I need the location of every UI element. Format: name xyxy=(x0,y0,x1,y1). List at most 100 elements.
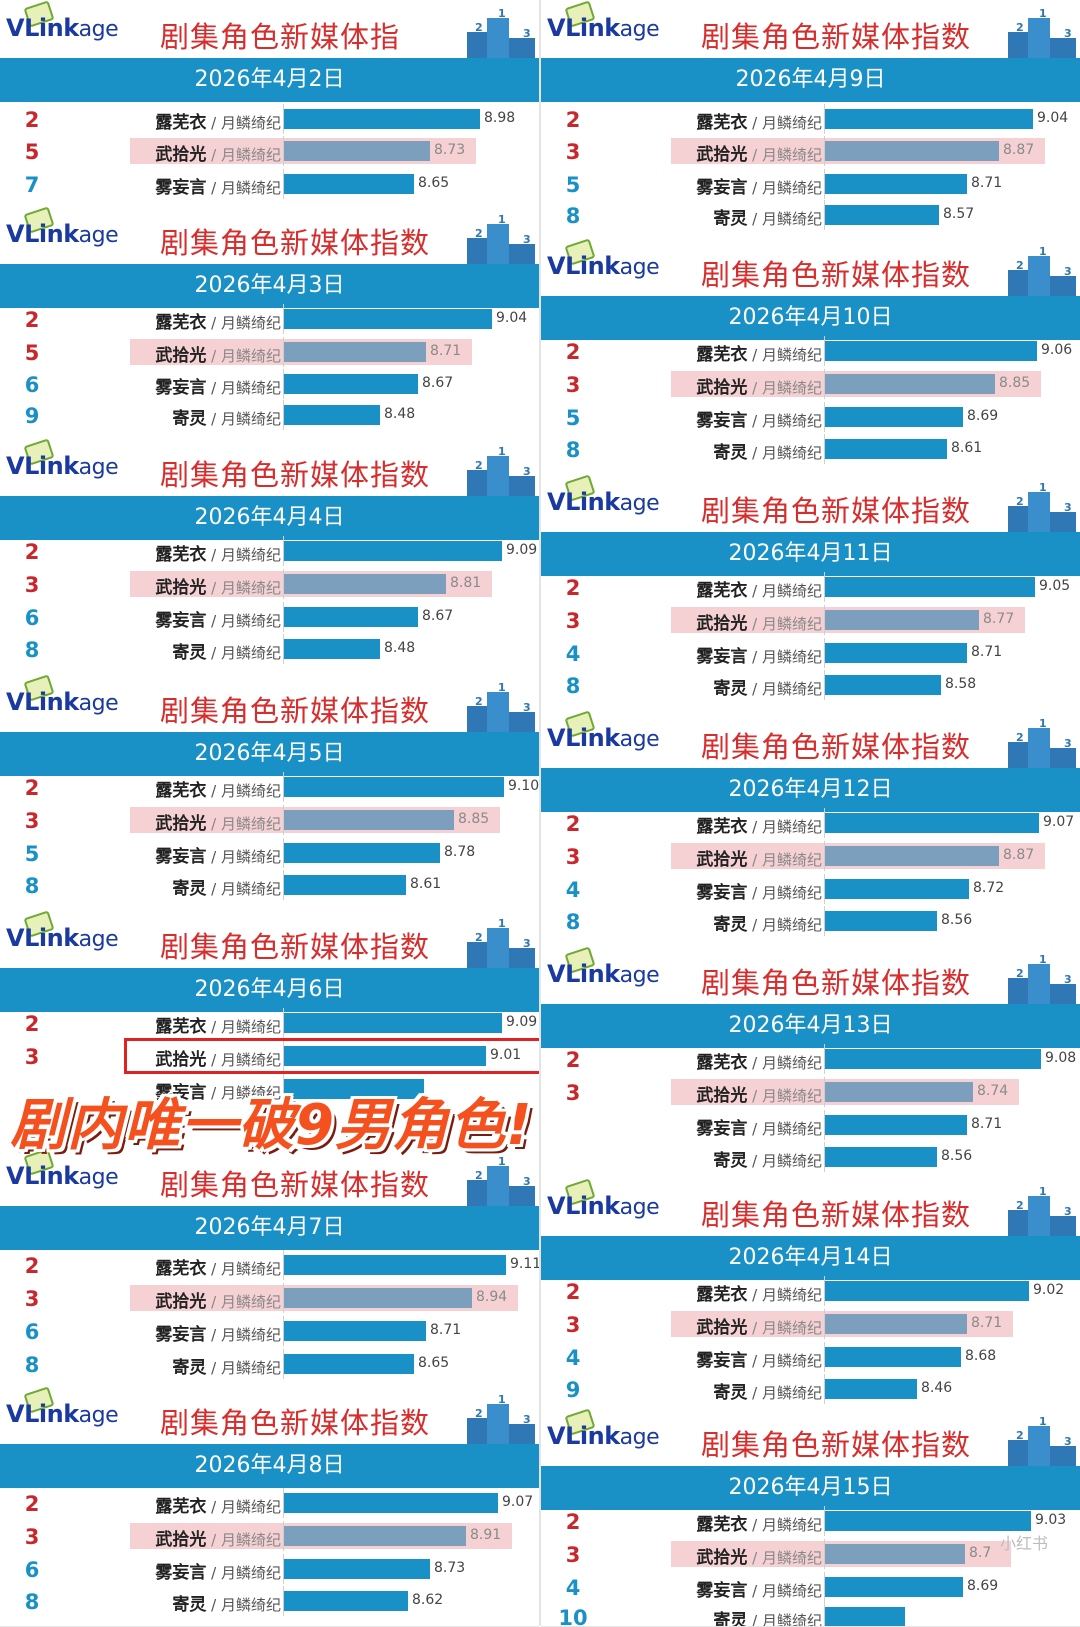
bar xyxy=(825,643,967,663)
podium-digit: 3 xyxy=(523,1413,531,1426)
rank-number: 2 xyxy=(565,576,581,600)
character-label: 露芜衣 / 月鳞绮纪 xyxy=(155,1254,281,1279)
drama-name: / 月鳞绮纪 xyxy=(206,782,281,800)
axis-line xyxy=(283,1521,284,1551)
axis-line xyxy=(824,200,825,230)
vlinkage-logo: VLinkage xyxy=(6,1400,119,1428)
drama-name: / 月鳞绮纪 xyxy=(747,114,822,132)
podium-digit: 3 xyxy=(1064,973,1072,986)
logo-text-part: ink xyxy=(38,452,79,480)
bar-value-label: 9.10 xyxy=(508,778,539,794)
podium-icon: 2 1 3 xyxy=(1008,244,1076,296)
drama-name: / 月鳞绮纪 xyxy=(747,1120,822,1138)
chart-row: 6 雾妄言 / 月鳞绮纪 8.67 xyxy=(0,602,539,632)
podium-digit: 3 xyxy=(523,1175,531,1188)
bar-value-label: 8.74 xyxy=(977,1083,1009,1099)
bar-value-label: 8.67 xyxy=(422,608,454,624)
podium-digit: 3 xyxy=(523,27,531,40)
panel-header: VLinkage 剧集角色新媒体指数 2 1 3 xyxy=(541,1408,1080,1466)
podium-digit: 1 xyxy=(498,1155,506,1168)
logo-text-part: ink xyxy=(38,688,79,716)
axis-line xyxy=(824,336,825,366)
bar xyxy=(825,374,995,394)
rank-number: 2 xyxy=(565,108,581,132)
rank-number: 2 xyxy=(24,1254,40,1278)
logo-text-part: ink xyxy=(579,960,620,988)
logo-text-part: age xyxy=(78,455,119,480)
logo-text-part: VL xyxy=(547,724,580,752)
character-label: 露芜衣 / 月鳞绮纪 xyxy=(696,1048,822,1073)
character-name: 寄灵 xyxy=(172,1595,207,1615)
bar-value-label: 8.71 xyxy=(971,1116,1003,1132)
bar-value-label: 9.05 xyxy=(1039,578,1071,594)
drama-name: / 月鳞绮纪 xyxy=(206,612,281,630)
drama-name: / 月鳞绮纪 xyxy=(747,916,822,934)
chart-row: 6 雾妄言 / 月鳞绮纪 8.67 xyxy=(0,369,539,399)
drama-name: / 月鳞绮纪 xyxy=(206,179,281,197)
character-label: 武拾光 / 月鳞绮纪 xyxy=(155,809,281,834)
podium-digit: 1 xyxy=(1039,7,1047,20)
bar-value-label: 9.06 xyxy=(1041,342,1073,358)
bar-value-label: 9.07 xyxy=(502,1494,534,1510)
date-band: 2026年4月15日 xyxy=(541,1466,1080,1510)
axis-line xyxy=(283,1074,284,1104)
drama-name: / 月鳞绮纪 xyxy=(206,379,281,397)
podium-digit: 2 xyxy=(1016,495,1024,508)
bar-value-label: 8.71 xyxy=(971,175,1003,191)
bar xyxy=(825,610,979,630)
podium-digit: 2 xyxy=(475,459,483,472)
character-name: 露芜衣 xyxy=(155,1259,207,1279)
bar-value-label: 9.08 xyxy=(1045,1050,1077,1066)
rank-number: 9 xyxy=(24,404,40,428)
panel-header: VLinkage 剧集角色新媒体指数 2 1 3 xyxy=(541,946,1080,1004)
drama-name: / 月鳞绮纪 xyxy=(747,1582,822,1600)
rank-number: 2 xyxy=(24,1012,40,1036)
chart-row: 5 武拾光 / 月鳞绮纪 8.71 xyxy=(0,337,539,367)
character-name: 露芜衣 xyxy=(696,1285,748,1305)
character-label: 雾妄言 / 月鳞绮纪 xyxy=(155,1558,281,1583)
rank-number: 2 xyxy=(24,1492,40,1516)
rank-number: 8 xyxy=(565,910,581,934)
bar xyxy=(825,205,939,225)
drama-name: / 月鳞绮纪 xyxy=(747,1516,822,1534)
character-name: 武拾光 xyxy=(696,378,748,398)
rank-number: 8 xyxy=(565,674,581,698)
rank-number: 6 xyxy=(24,373,40,397)
podium-digit: 3 xyxy=(523,937,531,950)
character-label: 雾妄言 / 月鳞绮纪 xyxy=(155,1078,281,1103)
character-name: 雾妄言 xyxy=(696,1351,748,1371)
date-band: 2026年4月8日 xyxy=(0,1444,539,1488)
axis-line xyxy=(824,1342,825,1372)
bar xyxy=(825,675,941,695)
panel-title: 剧集角色新媒体指数 xyxy=(701,1428,972,1462)
panel-title: 剧集角色新媒体指数 xyxy=(701,1198,972,1232)
character-label: 武拾光 / 月鳞绮纪 xyxy=(696,1543,822,1568)
character-name: 武拾光 xyxy=(155,1530,207,1550)
bar-value-label: 9.07 xyxy=(1043,814,1075,830)
axis-line xyxy=(824,1110,825,1140)
chart-panel: VLinkage 剧集角色新媒体指数 2 1 3 2026年4月3日 2 露芜衣 / 月鳞绮纪… xyxy=(0,206,539,439)
character-label: 露芜衣 / 月鳞绮纪 xyxy=(155,1492,281,1517)
vlinkage-logo: VLinkage xyxy=(6,688,119,716)
logo-text-part: VL xyxy=(547,14,580,42)
date-band: 2026年4月3日 xyxy=(0,264,539,308)
character-name: 露芜衣 xyxy=(155,781,207,801)
chart-row: 4 雾妄言 / 月鳞绮纪 8.68 xyxy=(541,1342,1080,1372)
rank-number: 2 xyxy=(24,108,40,132)
podium-icon: 2 1 3 xyxy=(1008,480,1076,532)
chart-panel: VLinkage 剧集角色新媒体指数 2 1 3 2026年4月15日 2 露芜衣 / 月鳞绮… xyxy=(541,1408,1080,1627)
chart-row: 8 寄灵 / 月鳞绮纪 8.56 xyxy=(541,906,1080,936)
panel-title: 剧集角色新媒体指数 xyxy=(160,458,431,492)
rank-number: 8 xyxy=(24,638,40,662)
axis-line xyxy=(283,104,284,134)
podium-digit: 3 xyxy=(1064,1435,1072,1448)
character-name: 武拾光 xyxy=(696,614,748,634)
chart-row: 3 武拾光 / 月鳞绮纪 9.01 xyxy=(0,1038,539,1074)
drama-name: / 月鳞绮纪 xyxy=(747,379,822,397)
axis-line xyxy=(824,808,825,838)
character-name: 寄灵 xyxy=(713,679,748,699)
logo-text-part: VL xyxy=(547,1422,580,1450)
logo-text-part: VL xyxy=(6,14,39,42)
panel-title: 剧集角色新媒体指数 xyxy=(701,730,972,764)
drama-name: / 月鳞绮纪 xyxy=(206,579,281,597)
